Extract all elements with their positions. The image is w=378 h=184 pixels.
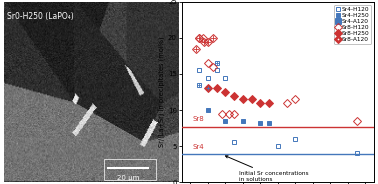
Text: Initial Sr concentrations
in solutions: Initial Sr concentrations in solutions xyxy=(226,156,309,182)
Y-axis label: Sr/(La+Sr) in precipitates (mol%): Sr/(La+Sr) in precipitates (mol%) xyxy=(158,37,165,147)
Text: 20 μm: 20 μm xyxy=(117,175,139,181)
Text: Sr8: Sr8 xyxy=(192,116,204,122)
Text: Sr4: Sr4 xyxy=(192,144,204,150)
Text: Sr0-H250 (LaPO₄): Sr0-H250 (LaPO₄) xyxy=(7,12,74,21)
Legend: Sr4-H120, Sr4-H250, Sr4-A120, Sr8-H120, Sr8-H250, Sr8-A120: Sr4-H120, Sr4-H250, Sr4-A120, Sr8-H120, … xyxy=(334,5,371,44)
